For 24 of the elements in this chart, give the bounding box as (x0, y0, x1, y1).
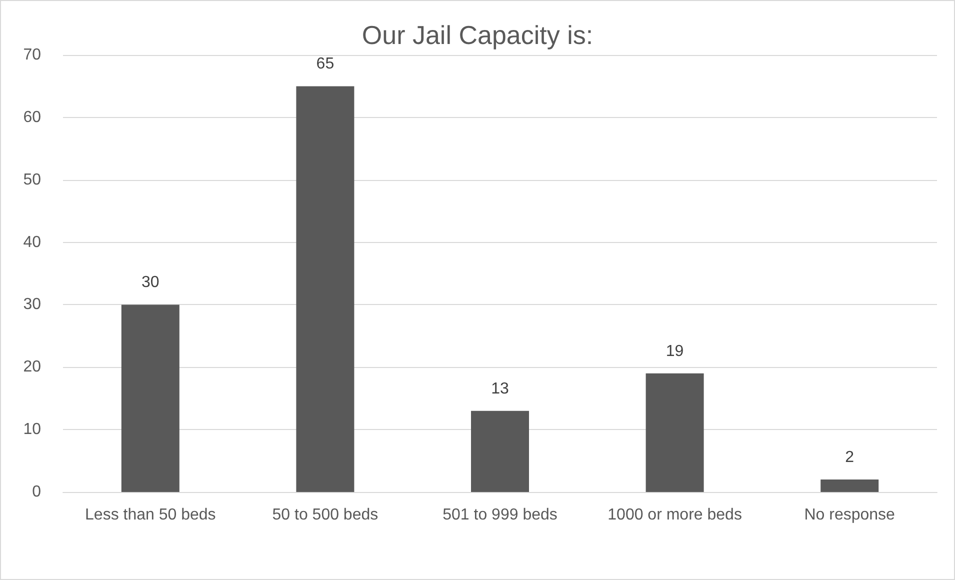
bar (471, 410, 529, 492)
y-tick-label: 30 (23, 296, 42, 314)
bar (820, 480, 879, 492)
x-tick-label: 1000 or more beds (608, 506, 742, 524)
x-tick-label: 50 to 500 beds (272, 506, 378, 524)
y-tick-label: 10 (23, 421, 42, 438)
y-tick-label: 60 (23, 108, 42, 126)
data-label: 30 (142, 274, 160, 292)
data-label: 2 (845, 449, 854, 466)
y-tick-label: 40 (23, 234, 42, 251)
data-label: 13 (491, 380, 509, 398)
y-tick-label: 50 (23, 171, 42, 188)
bar (296, 86, 354, 492)
x-tick-label: Less than 50 beds (85, 506, 216, 524)
data-label: 19 (666, 342, 684, 360)
y-tick-label: 20 (23, 358, 42, 376)
bar (121, 304, 180, 492)
bar (646, 373, 704, 492)
data-label: 65 (316, 56, 334, 73)
chart-title: Our Jail Capacity is: (362, 20, 594, 50)
y-tick-label: 70 (23, 46, 42, 64)
y-tick-label: 0 (32, 484, 42, 500)
x-tick-label: No response (804, 506, 896, 524)
x-tick-label: 501 to 999 beds (442, 506, 558, 524)
